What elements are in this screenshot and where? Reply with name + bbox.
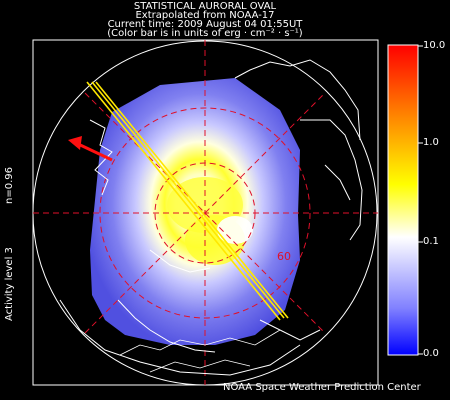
colorbar-tick-0: 0.0 <box>423 348 439 359</box>
colorbar <box>387 44 419 356</box>
units-note: (Color bar is in units of erg · cm⁻² · s… <box>107 28 303 39</box>
footer-credit: NOAA Space Weather Prediction Center <box>223 382 421 393</box>
colorbar-tick-10: 10.0 <box>423 40 446 51</box>
lat-lon-grid <box>33 40 378 385</box>
sun-direction-arrow <box>68 136 113 162</box>
title-line-1: STATISTICAL AURORAL OVAL <box>133 1 277 12</box>
colorbar-ticks <box>418 45 423 355</box>
latitude-label-60: 60 <box>277 250 291 263</box>
n-value-label: n=0.96 <box>4 167 15 204</box>
colorbar-tick-0-1: 0.1 <box>423 236 439 247</box>
colorbar-tick-1: 1.0 <box>423 137 439 148</box>
satellite-track <box>86 81 289 321</box>
coastlines <box>59 59 363 376</box>
borders <box>119 329 281 373</box>
activity-level-label: Activity level 3 <box>4 247 15 321</box>
current-time: Current time: 2009 August 04 01:55UT <box>107 19 303 30</box>
title-line-2: Extrapolated from NOAA-17 <box>135 10 275 21</box>
